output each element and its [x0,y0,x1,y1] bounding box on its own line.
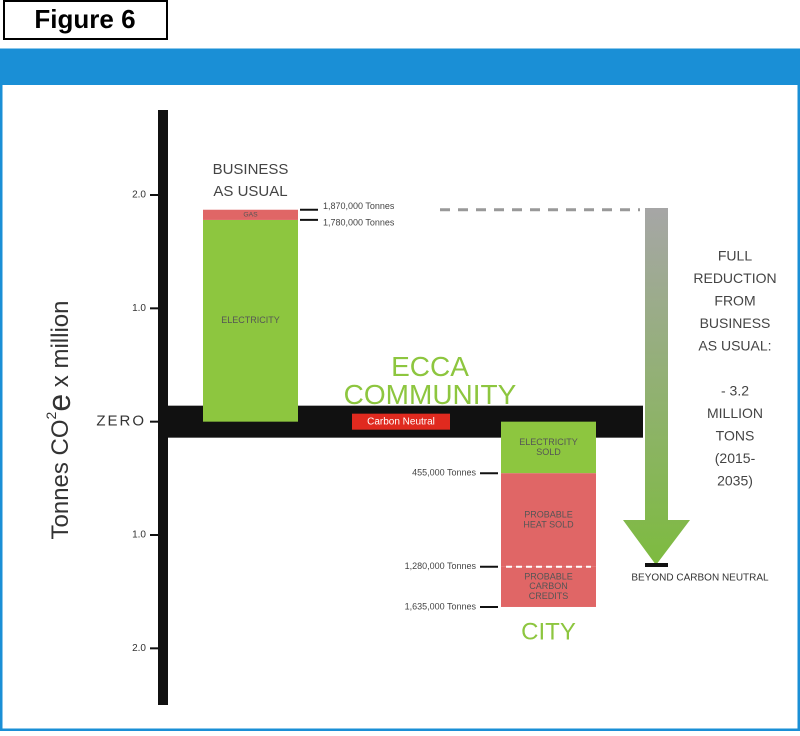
segment-label: ELECTRICITY [519,437,578,447]
figure-label: Figure 6 [34,4,135,34]
bar-label: AS USUAL [213,183,287,200]
y-label-part: x million [47,300,74,393]
y-tick-label: 2.0 [132,190,146,201]
bar-label: BUSINESS [213,161,289,178]
segment-label: PROBABLE [524,509,573,519]
zero-label: Carbon Neutral [367,416,435,427]
segment-label: SOLD [536,447,561,457]
level-label: 455,000 Tonnes [412,468,476,478]
reduction-label: TONS [716,428,755,444]
panel-header [1,50,799,85]
y-tick-label: ZERO [96,413,146,430]
reduction-label: MILLION [707,405,763,421]
community-label: ECCA [391,351,469,382]
segment-label: CREDITS [529,591,569,601]
segment-label: PROBABLE [524,571,573,581]
bar-segment [501,566,596,607]
reduction-label: FULL [718,248,752,264]
reduction-label: FROM [714,293,755,309]
bar-label: CITY [521,618,576,645]
bar-segment [203,219,298,422]
reduction-label: REDUCTION [693,270,776,286]
reduction-arrow [623,208,690,565]
bar-segment [501,421,596,474]
y-axis-label: Tonnes CO2e x million [41,300,77,539]
segment-label: ELECTRICITY [221,315,280,325]
y-tick-label: 2.0 [132,643,146,654]
level-label: 1,280,000 Tonnes [405,561,477,571]
segment-label: HEAT SOLD [523,519,574,529]
y-tick-label: 1.0 [132,530,146,541]
beyond-marker [645,563,668,567]
beyond-label: BEYOND CARBON NEUTRAL [631,573,769,584]
segment-label: GAS [243,212,258,219]
bar-segment [501,473,596,567]
reduction-label: BUSINESS [700,315,771,331]
segment-label: CARBON [529,581,568,591]
zero-label-box [352,413,450,430]
reduction-label: 2035) [717,473,753,489]
level-label: 1,780,000 Tonnes [323,217,395,227]
level-label: 1,870,000 Tonnes [323,201,395,211]
y-label-sup: 2 [43,411,59,419]
y-label-part: e [41,394,77,412]
y-tick-label: 1.0 [132,303,146,314]
reduction-label: AS USUAL: [698,338,771,354]
y-axis [158,110,168,705]
bar-segment [203,209,298,220]
reduction-label: (2015- [715,450,756,466]
community-label: COMMUNITY [344,379,517,410]
reduction-label: - 3.2 [721,383,749,399]
figure-label-box [3,0,168,40]
level-label: 1,635,000 Tonnes [405,601,477,611]
y-label-part: Tonnes CO [47,419,74,539]
